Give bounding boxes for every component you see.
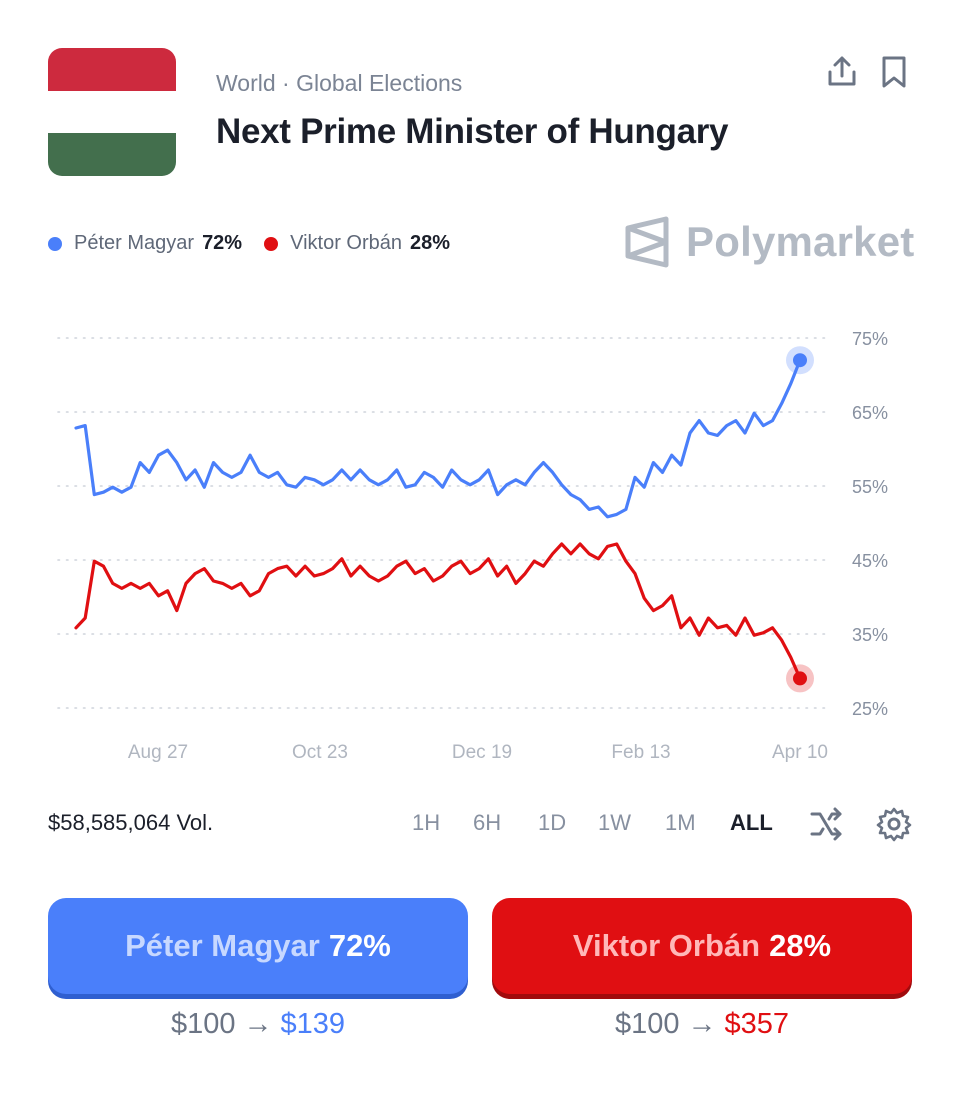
legend-dot-blue bbox=[48, 236, 62, 251]
x-tick-label: Dec 19 bbox=[452, 742, 512, 763]
range-all[interactable]: ALL bbox=[730, 810, 773, 835]
hungary-flag-icon bbox=[48, 48, 176, 176]
y-tick-label: 45% bbox=[852, 551, 888, 571]
payout-amount: $357 bbox=[724, 1008, 790, 1040]
settings-button[interactable] bbox=[876, 806, 912, 842]
legend-name: Viktor Orbán bbox=[290, 232, 402, 254]
series-line-1 bbox=[74, 542, 802, 680]
x-tick-label: Apr 10 bbox=[772, 742, 828, 763]
x-tick-label: Oct 23 bbox=[292, 742, 348, 763]
buy-magyar-button[interactable]: Péter Magyar 72% bbox=[48, 898, 468, 994]
outcome-pct: 28% bbox=[769, 928, 832, 963]
gear-icon bbox=[876, 807, 912, 842]
share-icon bbox=[828, 56, 856, 86]
legend-item-orban: Viktor Orbán 28% bbox=[264, 232, 450, 255]
bookmark-icon bbox=[882, 56, 906, 88]
range-6h[interactable]: 6H bbox=[473, 810, 502, 835]
outcome-pct: 72% bbox=[328, 928, 391, 963]
legend-value: 28% bbox=[410, 232, 451, 254]
range-1h[interactable]: 1H bbox=[412, 810, 441, 835]
legend-item-magyar: Péter Magyar 72% bbox=[48, 232, 242, 255]
range-1m[interactable]: 1M bbox=[665, 810, 696, 835]
outcome-name: Péter Magyar bbox=[125, 928, 320, 963]
share-button[interactable] bbox=[822, 52, 862, 92]
polymarket-logo-icon bbox=[625, 216, 669, 268]
stake-amount: $100 bbox=[614, 1008, 680, 1040]
payout-orban: $100 → $357 bbox=[492, 1008, 912, 1041]
y-tick-label: 65% bbox=[852, 403, 888, 423]
price-chart[interactable]: 75% 65% 55% 45% 35% 25% Aug 27 Oct 23 Dec 19 Feb … bbox=[0, 310, 960, 780]
x-tick-label: Feb 13 bbox=[611, 742, 670, 763]
chart-legend: Péter Magyar 72% Viktor Orbán 28% bbox=[48, 232, 472, 255]
payout-amount: $139 bbox=[280, 1008, 346, 1040]
y-tick-label: 75% bbox=[852, 329, 888, 349]
outcome-name: Viktor Orbán bbox=[572, 928, 761, 963]
arrow-right-icon: → bbox=[243, 1008, 273, 1040]
legend-value: 72% bbox=[202, 232, 243, 254]
shuffle-icon bbox=[810, 807, 842, 841]
bookmark-button[interactable] bbox=[874, 52, 914, 92]
range-1w[interactable]: 1W bbox=[598, 810, 631, 835]
range-1d[interactable]: 1D bbox=[538, 810, 567, 835]
page-title: Next Prime Minister of Hungary bbox=[216, 112, 729, 151]
payout-magyar: $100 → $139 bbox=[48, 1008, 468, 1041]
x-tick-label: Aug 27 bbox=[128, 742, 188, 763]
endpoint-dot bbox=[793, 353, 807, 368]
arrow-right-icon: → bbox=[687, 1008, 717, 1040]
y-tick-label: 55% bbox=[852, 477, 888, 497]
shuffle-button[interactable] bbox=[808, 806, 844, 842]
polymarket-watermark: Polymarket bbox=[624, 216, 914, 268]
stake-amount: $100 bbox=[170, 1008, 236, 1040]
y-tick-label: 25% bbox=[852, 699, 888, 719]
breadcrumb[interactable]: World · Global Elections bbox=[216, 70, 463, 96]
endpoint-dot bbox=[793, 671, 807, 686]
buy-orban-button[interactable]: Viktor Orbán 28% bbox=[492, 898, 912, 994]
legend-dot-red bbox=[264, 236, 279, 251]
y-tick-label: 35% bbox=[852, 625, 888, 645]
legend-name: Péter Magyar bbox=[74, 232, 195, 254]
series-line-0 bbox=[74, 358, 802, 519]
volume-label: $58,585,064 Vol. bbox=[48, 810, 214, 835]
brand-name: Polymarket bbox=[686, 218, 915, 265]
